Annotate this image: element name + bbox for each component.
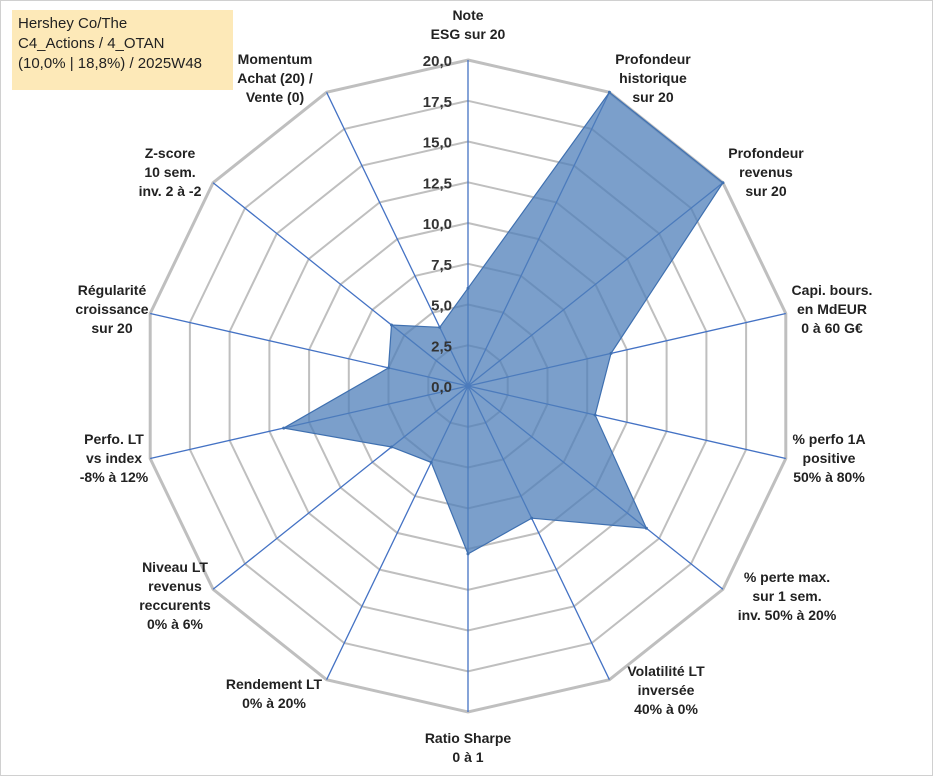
category-label-6: Volatilité LT inversée 40% à 0% (627, 663, 705, 717)
data-point-7 (466, 552, 470, 556)
category-label-1-line-2: sur 20 (632, 89, 673, 105)
category-label-11-line-2: sur 20 (91, 320, 132, 336)
category-label-13-line-1: Achat (20) / (237, 70, 313, 86)
tick-label-6: 15,0 (423, 135, 452, 152)
category-label-10-line-1: vs index (86, 450, 142, 466)
category-label-8-line-1: 0% à 20% (242, 695, 306, 711)
category-label-9-line-0: Niveau LT (142, 559, 208, 575)
data-point-11 (387, 366, 390, 370)
tick-label-7: 17,5 (423, 94, 452, 111)
category-label-3-line-1: en MdEUR (797, 301, 867, 317)
category-label-2-line-0: Profondeur (728, 145, 804, 161)
category-label-5: % perte max. sur 1 sem. inv. 50% à 20% (738, 569, 837, 623)
category-label-13-line-2: Vente (0) (246, 89, 304, 105)
category-label-5-line-2: inv. 50% à 20% (738, 607, 837, 623)
title-line-3: (10,0% | 18,8%) / 2025W48 (18, 55, 202, 72)
category-label-3: Capi. bours. en MdEUR 0 à 60 G€ (792, 282, 873, 336)
category-label-5-line-0: % perte max. (744, 569, 830, 585)
tick-label-2: 5,0 (431, 298, 452, 315)
tick-label-0: 0,0 (431, 379, 452, 396)
category-label-12-line-2: inv. 2 à -2 (139, 183, 202, 199)
category-label-10: Perfo. LT vs index -8% à 12% (80, 431, 149, 485)
category-label-11-line-1: croissance (75, 301, 148, 317)
category-label-13: Momentum Achat (20) / Vente (0) (237, 51, 313, 105)
category-label-7-line-1: 0 à 1 (452, 749, 483, 765)
category-label-0: Note ESG sur 20 (431, 7, 506, 42)
series-area-0 (281, 91, 724, 555)
category-label-9-line-2: reccurents (139, 597, 211, 613)
category-label-1: Profondeur historique sur 20 (615, 51, 691, 105)
category-label-6-line-0: Volatilité LT (627, 663, 705, 679)
data-point-10 (282, 426, 286, 430)
category-label-6-line-1: inversée (638, 682, 695, 698)
category-label-2-line-2: sur 20 (745, 183, 786, 199)
data-point-5 (644, 526, 648, 530)
category-label-2-line-1: revenus (739, 164, 793, 180)
data-point-0 (466, 286, 470, 290)
data-point-3 (609, 351, 613, 355)
data-point-6 (530, 516, 534, 520)
category-label-7: Ratio Sharpe 0 à 1 (425, 730, 512, 765)
tick-label-5: 12,5 (423, 175, 452, 192)
title-line-1: Hershey Co/The (18, 15, 128, 32)
category-label-11: Régularité croissance sur 20 (75, 282, 148, 336)
category-label-4-line-0: % perfo 1A (792, 431, 865, 447)
category-label-7-line-0: Ratio Sharpe (425, 730, 512, 746)
category-label-9-line-1: revenus (148, 578, 202, 594)
category-label-2: Profondeur revenus sur 20 (728, 145, 804, 199)
category-label-5-line-1: sur 1 sem. (752, 588, 821, 604)
radar-series (281, 90, 725, 556)
tick-label-3: 7,5 (431, 257, 452, 274)
category-label-12-line-1: 10 sem. (144, 164, 195, 180)
data-point-1 (607, 90, 611, 94)
data-point-4 (593, 413, 597, 417)
category-label-4: % perfo 1A positive 50% à 80% (792, 431, 865, 485)
category-label-6-line-2: 40% à 0% (634, 701, 698, 717)
radar-tick-labels: 0,0 2,5 5,0 7,5 10,0 12,5 15,0 17,5 20,0 (423, 53, 452, 396)
category-label-9-line-3: 0% à 6% (147, 616, 204, 632)
tick-label-1: 2,5 (431, 338, 452, 355)
title-line-2: C4_Actions / 4_OTAN (18, 35, 165, 52)
tick-label-4: 10,0 (423, 216, 452, 233)
data-point-2 (721, 181, 725, 185)
category-label-13-line-0: Momentum (238, 51, 313, 67)
radar-category-labels: Note ESG sur 20 Profondeur historique sur 20… (75, 7, 872, 765)
category-label-4-line-1: positive (803, 450, 856, 466)
tick-label-8: 20,0 (423, 53, 452, 70)
data-point-9 (390, 445, 393, 449)
category-label-8-line-0: Rendement LT (226, 676, 323, 692)
category-label-4-line-2: 50% à 80% (793, 469, 865, 485)
category-label-9: Niveau LT revenus reccurents 0% à 6% (139, 559, 211, 632)
category-label-3-line-0: Capi. bours. (792, 282, 873, 298)
category-label-12-line-0: Z-score (145, 145, 196, 161)
category-label-11-line-0: Régularité (78, 282, 147, 298)
category-label-3-line-2: 0 à 60 G€ (801, 320, 863, 336)
category-label-1-line-1: historique (619, 70, 687, 86)
category-label-10-line-0: Perfo. LT (84, 431, 144, 447)
category-label-1-line-0: Profondeur (615, 51, 691, 67)
category-label-8: Rendement LT 0% à 20% (226, 676, 323, 711)
data-point-8 (429, 460, 433, 464)
chart-title-box: Hershey Co/The C4_Actions / 4_OTAN (10,0… (12, 10, 233, 90)
data-point-13 (438, 325, 442, 329)
category-label-12: Z-score 10 sem. inv. 2 à -2 (139, 145, 202, 199)
category-label-10-line-2: -8% à 12% (80, 469, 149, 485)
data-point-12 (390, 323, 393, 327)
category-label-0-line-0: Note (452, 7, 483, 23)
category-label-0-line-1: ESG sur 20 (431, 26, 506, 42)
